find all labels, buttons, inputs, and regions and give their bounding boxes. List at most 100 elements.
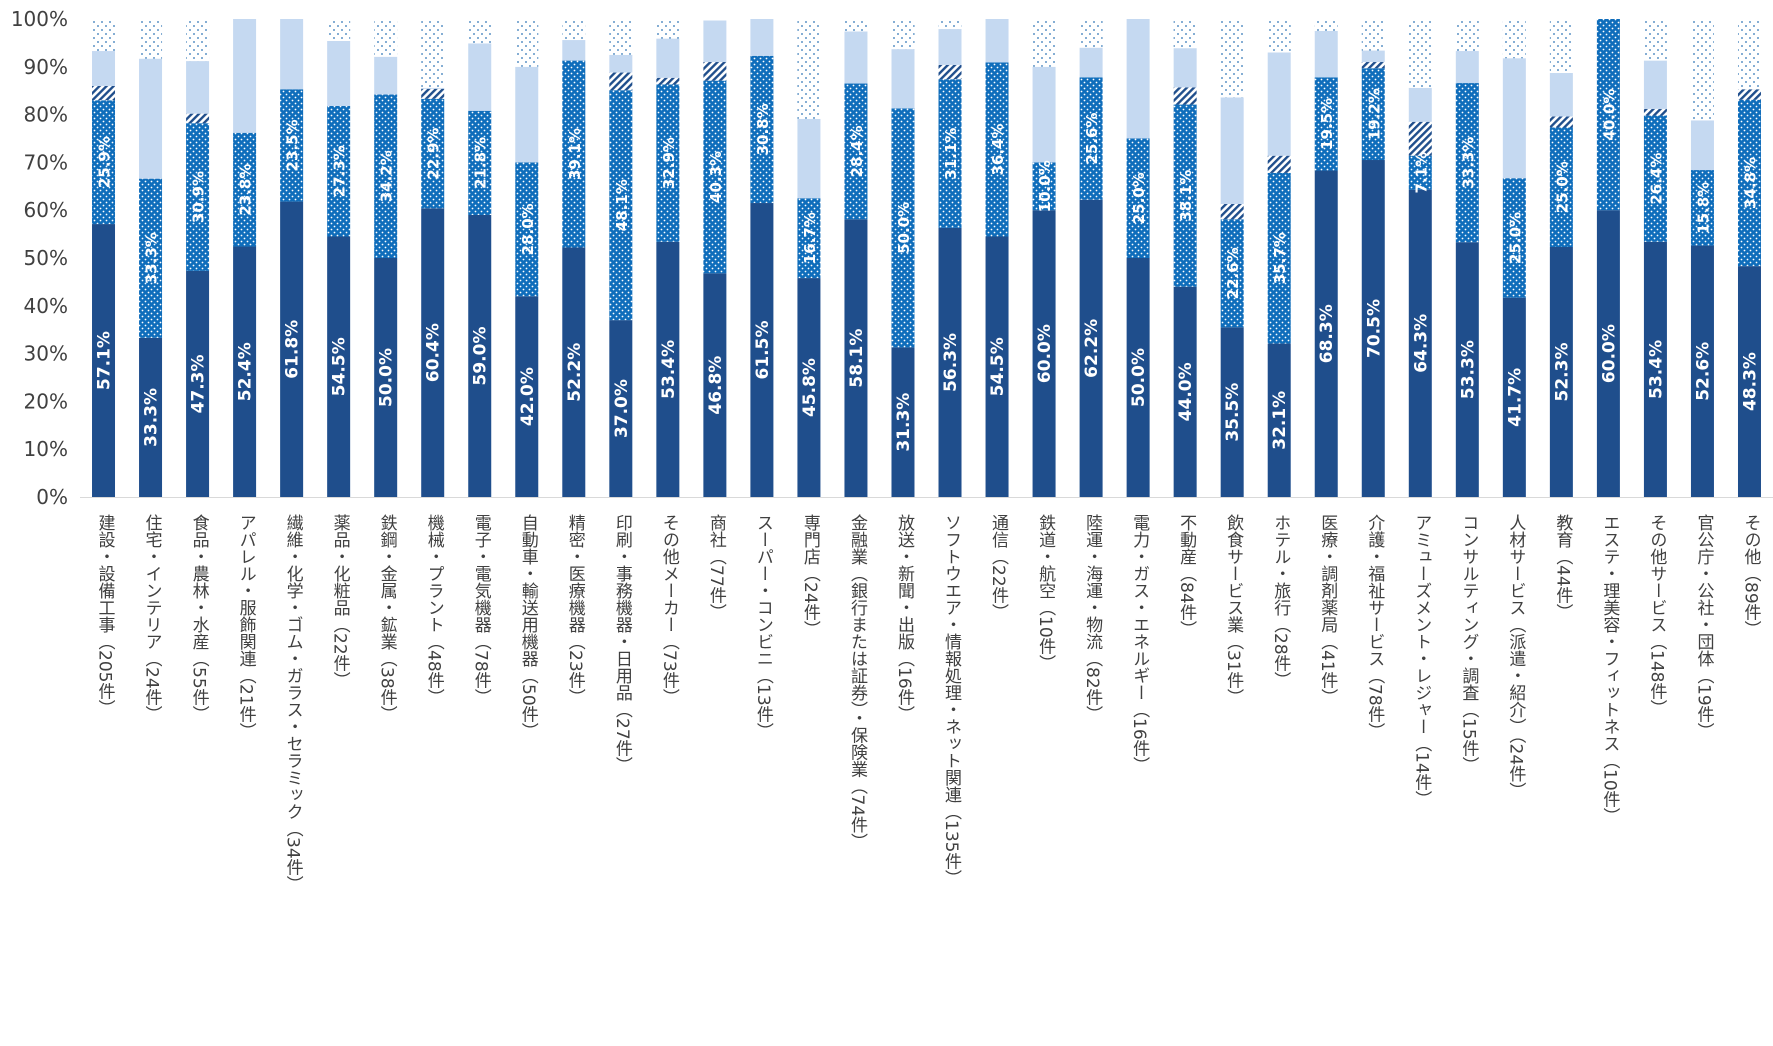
bar-segment-s2 (1267, 172, 1291, 344)
data-label-s2: 34.2% (378, 150, 396, 202)
data-label-s1: 57.1% (95, 331, 115, 390)
bar-segment-s1 (1032, 210, 1056, 497)
data-label-s1: 53.4% (659, 340, 679, 399)
bar-segment-s4 (280, 19, 304, 90)
bar-segment-s2 (515, 162, 539, 297)
data-label-s1: 62.2% (1082, 319, 1102, 378)
bar-segment-s5 (92, 19, 116, 52)
bar-segment-s1 (1126, 258, 1150, 497)
bar-segment-s1 (233, 246, 257, 497)
bar-segment-s5 (609, 19, 633, 55)
bar-segment-s2 (609, 90, 633, 321)
category-label: その他（89件） (1740, 514, 1761, 638)
bar-segment-s5 (374, 19, 398, 57)
bar-segment-s2 (186, 123, 210, 271)
bar-segment-s5 (656, 19, 680, 39)
data-label-s2: 34.8% (1741, 157, 1759, 209)
bar-segment-s3 (1408, 121, 1432, 156)
bar-segment-s5 (797, 19, 821, 119)
bar-segment-s2 (233, 132, 257, 247)
bar-segment-s4 (844, 31, 868, 84)
bar-segment-s1 (1361, 160, 1385, 497)
bar-segment-s2 (1126, 138, 1150, 258)
bar-segment-s3 (938, 64, 962, 80)
category-label: 薬品・化粧品（22件） (330, 514, 351, 689)
bar-segment-s1 (1079, 199, 1103, 497)
data-label-s1: 50.0% (377, 348, 397, 407)
data-label-s1: 35.5% (1223, 383, 1243, 442)
data-label-s1: 64.3% (1411, 314, 1431, 373)
data-label-s1: 48.3% (1740, 352, 1760, 411)
y-axis: 0% 10% 20% 30% 40% 50% 60% 70% 80% 90% 100% (11, 7, 1773, 509)
bar-segment-s1 (374, 258, 398, 497)
category-label: 機械・プラント（48件） (424, 514, 445, 706)
data-label-s2: 23.8% (237, 164, 255, 216)
bar-segment-s1 (1737, 266, 1761, 497)
bar-segment-s3 (609, 72, 633, 91)
bar-segment-s4 (562, 40, 586, 61)
bar-segment-s2 (1596, 19, 1620, 211)
category-label: ホテル・旅行（28件） (1270, 514, 1291, 689)
bar-segment-s4 (374, 56, 398, 95)
data-label-s1: 52.2% (565, 343, 585, 402)
data-label-s1: 56.3% (941, 333, 961, 392)
y-tick-label: 80% (24, 103, 68, 127)
category-label: 鉄道・航空（10件） (1035, 514, 1056, 672)
bar-segment-s2 (1361, 68, 1385, 161)
bar-segment-s1 (797, 278, 821, 497)
category-label: 不動産（84件） (1176, 514, 1197, 638)
bar-segment-s1 (891, 347, 915, 497)
bar-segment-s1 (1455, 242, 1479, 497)
data-label-s1: 47.3% (189, 354, 209, 413)
bar-segment-s4 (1361, 50, 1385, 63)
category-label: その他サービス（148件） (1646, 514, 1667, 716)
category-label: 通信（22件） (988, 514, 1009, 621)
bar-segment-s4 (1643, 60, 1667, 109)
bar-segment-s1 (280, 201, 304, 497)
data-label-s2: 16.7% (801, 212, 819, 264)
data-label-s2: 40.3% (707, 151, 725, 203)
bar-layer (92, 19, 1761, 498)
category-label: 金融業（銀行または証券）・保険業（74件） (847, 514, 868, 850)
bar-segment-s1 (468, 214, 492, 498)
category-label: 自動車・輸送用機器（50件） (518, 514, 539, 740)
category-label-layer: 建設・設備工事（205件） 住宅・インテリア（24件） 食品・農林・水産（55件） ア… (95, 514, 1761, 893)
bar-segment-s4 (468, 43, 492, 111)
data-label-s1: 60.4% (424, 323, 444, 382)
category-label: 人材サービス（派遣・紹介）（24件） (1505, 514, 1526, 799)
bar-segment-s4 (1267, 52, 1291, 156)
data-label-s1: 68.3% (1317, 304, 1337, 363)
bar-segment-s1 (1596, 210, 1620, 497)
data-label-s1: 60.0% (1599, 324, 1619, 383)
bar-segment-s1 (609, 320, 633, 497)
bar-segment-s1 (1267, 343, 1291, 497)
bar-segment-s2 (92, 100, 116, 225)
bar-segment-s4 (92, 51, 116, 86)
bar-segment-s1 (703, 273, 727, 497)
bar-segment-s4 (985, 19, 1009, 63)
data-label-s2: 25.9% (96, 136, 114, 188)
bar-segment-s5 (1549, 19, 1573, 74)
category-label: 電子・電気機器（78件） (471, 514, 492, 706)
data-label-s2: 23.5% (284, 119, 302, 171)
bar-segment-s3 (1549, 116, 1573, 128)
data-label-s1: 52.4% (236, 342, 256, 401)
bar-segment-s5 (515, 19, 539, 67)
bar-segment-s4 (139, 58, 163, 179)
bar-segment-s1 (1408, 189, 1432, 497)
bar-segment-s3 (1361, 62, 1385, 69)
data-label-s1: 53.4% (1646, 340, 1666, 399)
data-label-s1: 52.6% (1693, 342, 1713, 401)
data-label-s2: 31.1% (942, 128, 960, 180)
data-label-s1: 46.8% (706, 356, 726, 415)
bar-segment-s4 (656, 38, 680, 78)
bar-segment-s5 (938, 19, 962, 30)
bar-segment-s2 (844, 83, 868, 220)
bar-segment-s4 (1690, 120, 1714, 171)
data-label-s1: 32.1% (1270, 391, 1290, 450)
bar-segment-s1 (1220, 327, 1244, 497)
data-label-s2: 30.8% (754, 103, 772, 155)
bar-segment-s5 (844, 19, 868, 32)
category-label: コンサルティング・調査（15件） (1458, 514, 1479, 774)
bar-segment-s2 (797, 198, 821, 279)
